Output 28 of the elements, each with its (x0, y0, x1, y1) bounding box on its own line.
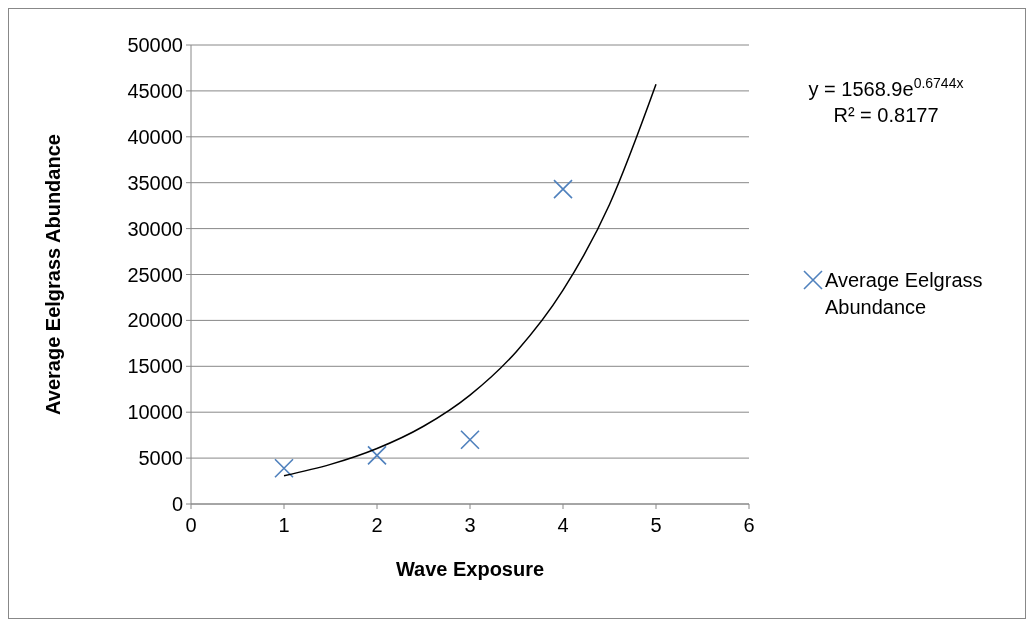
y-tick-label: 50000 (127, 34, 183, 56)
x-tick-label: 4 (557, 514, 569, 536)
point (553, 179, 573, 199)
y-tick-label: 10000 (127, 401, 183, 424)
x-axis-title: Wave Exposure (395, 558, 545, 580)
y-tick-label: 15000 (127, 355, 183, 378)
y-axis-title: Average Eelgrass Abundance (42, 134, 64, 415)
y-tick-label: 25000 (127, 263, 183, 286)
text: y = 1568.9e$^{0.6744x}$ (808, 75, 964, 100)
y-tick-label: 30000 (127, 217, 183, 240)
y-tick-label: 35000 (127, 171, 183, 194)
y-tick-label: 20000 (127, 309, 183, 332)
point (460, 429, 480, 450)
y-tick-label: 5000 (138, 447, 183, 470)
point (274, 458, 294, 478)
line-series (283, 83, 657, 477)
x-tick-label: 6 (743, 514, 755, 536)
x-tick-label: 1 (278, 514, 290, 536)
text: R² = 0.8177 (833, 104, 939, 126)
y-tick-label: 45000 (127, 79, 183, 102)
legend-label: Average Eelgrass Abundance (825, 269, 983, 318)
point (367, 445, 387, 466)
x-tick-label: 2 (371, 514, 383, 536)
x-tick-label: 0 (185, 514, 197, 536)
x-tick-label: 5 (650, 514, 662, 536)
x-tick-label: 3 (464, 514, 476, 536)
y-tick-label: 40000 (127, 125, 183, 148)
y-tick-label: 0 (171, 493, 183, 515)
